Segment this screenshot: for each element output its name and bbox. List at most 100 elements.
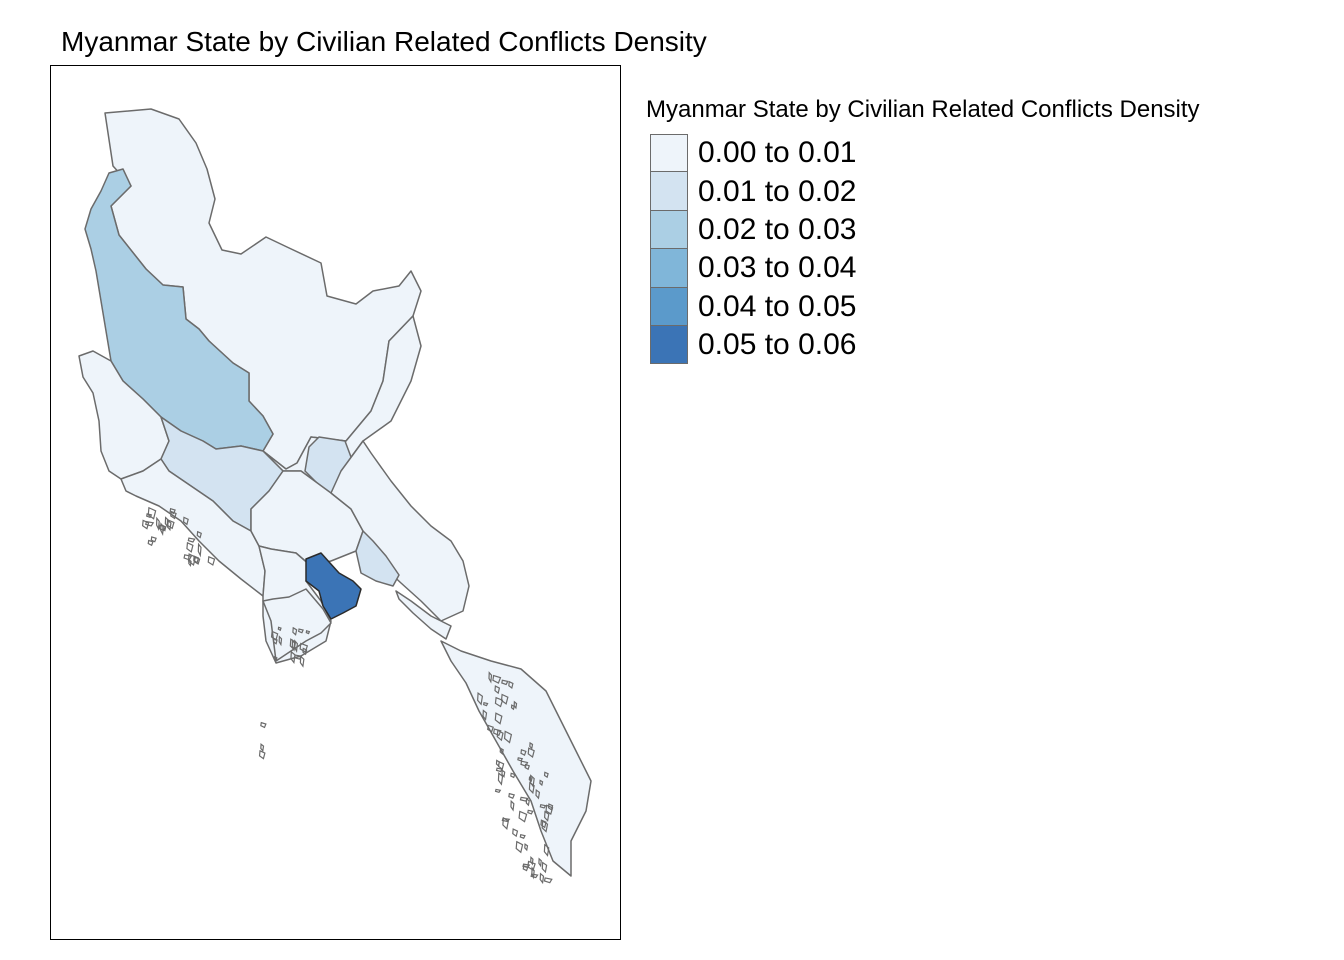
island-outline xyxy=(166,519,175,530)
island-outline xyxy=(519,833,526,839)
island-outline xyxy=(196,530,202,539)
island-outline xyxy=(502,816,509,830)
island-outline xyxy=(499,747,504,755)
island-outline xyxy=(530,873,539,879)
legend-item: 0.05 to 0.06 xyxy=(646,325,1200,365)
island-outline xyxy=(494,788,502,793)
legend-swatch xyxy=(650,325,688,365)
legend-label: 0.01 to 0.02 xyxy=(698,174,857,208)
legend-item: 0.03 to 0.04 xyxy=(646,249,1200,288)
island-outline xyxy=(528,781,535,795)
island-outline xyxy=(158,524,167,532)
legend-label: 0.05 to 0.06 xyxy=(698,328,857,362)
island-outline xyxy=(497,771,504,786)
island-outline xyxy=(183,554,193,561)
island-outline xyxy=(527,809,534,815)
island-outline xyxy=(260,721,267,729)
island-outline xyxy=(540,819,547,829)
island-outline xyxy=(293,639,298,654)
state-region xyxy=(305,552,362,620)
island-outline xyxy=(539,804,547,809)
legend-label: 0.03 to 0.04 xyxy=(698,251,857,285)
island-outline xyxy=(547,803,554,811)
island-outline xyxy=(188,558,192,567)
legend-item: 0.00 to 0.01 xyxy=(646,134,1200,173)
state-region xyxy=(440,640,592,877)
island-outline xyxy=(207,555,216,566)
island-outline xyxy=(289,638,297,651)
legend-swatch xyxy=(650,210,688,250)
island-outline xyxy=(170,510,177,520)
island-outline xyxy=(543,843,550,857)
island-outline xyxy=(494,696,504,708)
state-region xyxy=(395,590,452,640)
island-outline xyxy=(539,872,545,885)
island-outline xyxy=(147,506,157,520)
island-outline xyxy=(482,701,489,707)
legend-item: 0.02 to 0.03 xyxy=(646,210,1200,250)
island-outline xyxy=(501,679,509,686)
legend-label: 0.02 to 0.03 xyxy=(698,212,857,246)
legend-item: 0.01 to 0.02 xyxy=(646,172,1200,211)
island-outline xyxy=(169,507,176,515)
island-outline xyxy=(545,804,554,816)
legend-items: 0.00 to 0.01 0.01 to 0.02 0.02 to 0.03 0.03… xyxy=(646,134,1200,365)
island-outline xyxy=(527,860,536,871)
island-outline xyxy=(524,843,529,852)
island-outline xyxy=(520,760,529,767)
island-outline xyxy=(501,817,511,823)
island-outline xyxy=(539,779,544,787)
map-panel xyxy=(50,65,621,940)
island-outline xyxy=(273,655,278,662)
island-outline xyxy=(147,539,154,547)
state-region xyxy=(355,530,400,587)
island-outline xyxy=(498,760,505,771)
island-outline xyxy=(299,655,305,668)
island-outline xyxy=(492,674,502,684)
island-outline xyxy=(525,797,530,807)
island-outline xyxy=(510,772,516,779)
island-outline xyxy=(535,788,541,800)
island-outline xyxy=(272,637,278,645)
island-outline xyxy=(512,828,519,838)
legend-swatch xyxy=(650,249,688,288)
legend-item: 0.04 to 0.05 xyxy=(646,287,1200,326)
legend-label: 0.04 to 0.05 xyxy=(698,289,857,323)
island-outline xyxy=(277,626,282,632)
legend-swatch xyxy=(650,134,688,173)
island-outline xyxy=(520,748,527,757)
legend: Myanmar State by Civilian Related Confli… xyxy=(646,96,1200,365)
island-outline xyxy=(513,700,518,710)
island-outline xyxy=(519,796,529,802)
island-outline xyxy=(193,556,201,565)
island-outline xyxy=(510,799,515,812)
island-outline xyxy=(146,513,153,519)
island-outline xyxy=(541,820,549,833)
island-outline xyxy=(292,626,298,636)
legend-title: Myanmar State by Civilian Related Confli… xyxy=(646,96,1200,123)
island-outline xyxy=(541,861,548,874)
state-region xyxy=(250,470,364,567)
island-outline xyxy=(508,792,516,800)
island-outline xyxy=(495,767,504,773)
island-outline xyxy=(508,680,514,690)
island-outline xyxy=(494,685,501,695)
island-outline xyxy=(530,856,534,866)
island-outline xyxy=(500,693,509,705)
island-outline xyxy=(290,650,296,664)
island-outline xyxy=(150,536,157,543)
island-outline xyxy=(187,537,196,543)
myanmar-map xyxy=(78,108,592,885)
island-outline xyxy=(529,741,534,750)
island-outline xyxy=(488,671,493,684)
island-outline xyxy=(182,516,189,526)
island-outline xyxy=(278,635,283,647)
island-outline xyxy=(258,749,266,760)
island-outline xyxy=(510,704,515,711)
legend-swatch xyxy=(650,287,688,326)
island-outline xyxy=(529,774,535,788)
island-outline xyxy=(141,519,150,530)
island-outline xyxy=(164,516,170,529)
island-outline xyxy=(299,642,309,653)
island-outline xyxy=(496,729,504,742)
